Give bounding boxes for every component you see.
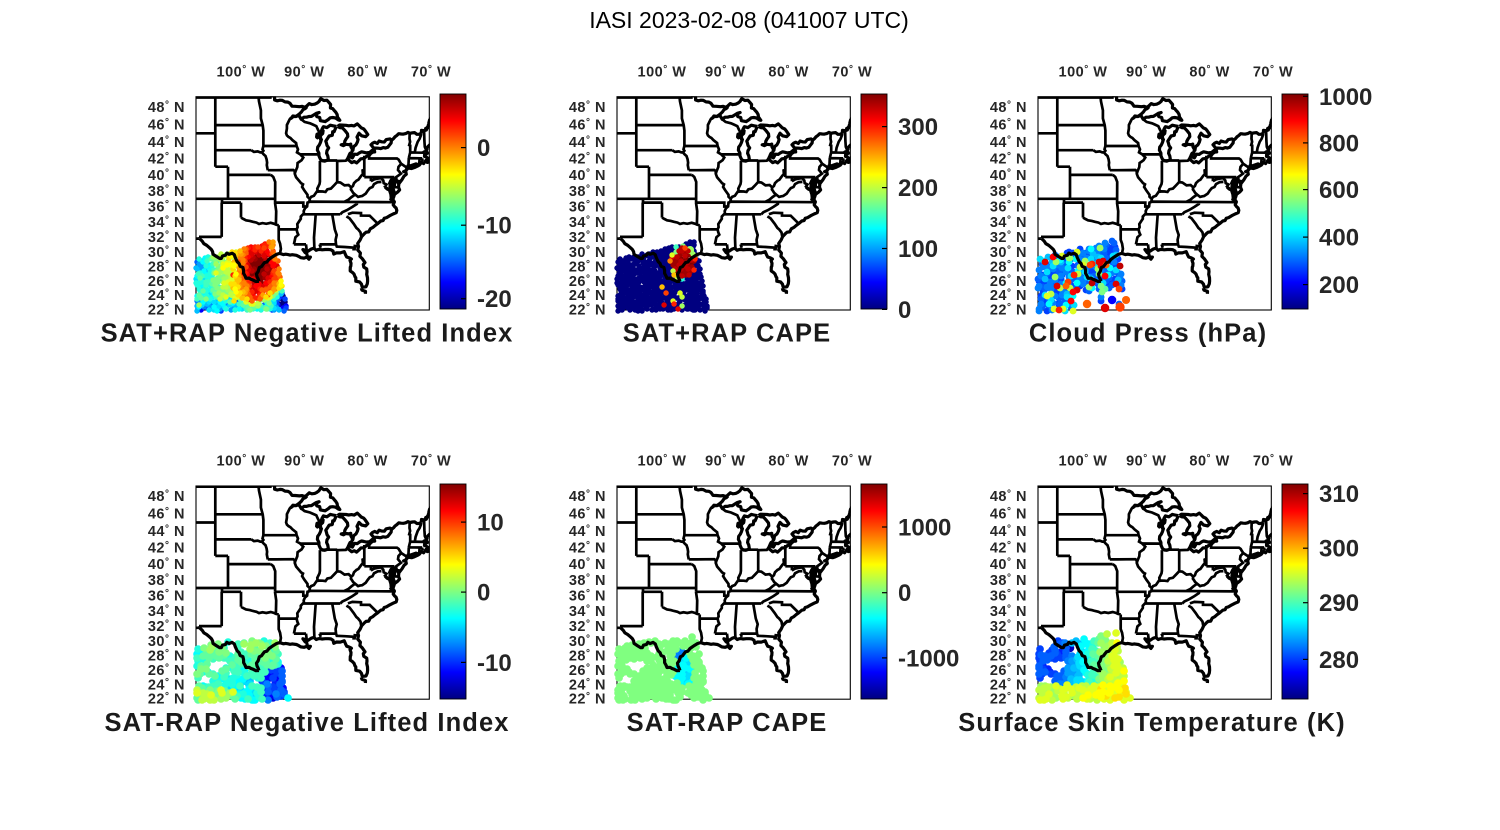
svg-text:200: 200 — [1319, 272, 1359, 299]
svg-text:400: 400 — [1319, 225, 1359, 252]
svg-text:-10: -10 — [477, 650, 512, 677]
svg-text:100: 100 — [898, 236, 938, 263]
svg-text:200: 200 — [898, 175, 938, 202]
svg-text:280: 280 — [1319, 647, 1359, 674]
svg-text:600: 600 — [1319, 177, 1359, 204]
svg-text:0: 0 — [898, 297, 911, 324]
svg-text:310: 310 — [1319, 481, 1359, 508]
svg-text:-1000: -1000 — [898, 645, 959, 672]
svg-text:10: 10 — [477, 510, 504, 537]
svg-text:SAT+RAP Negative Lifted Index: SAT+RAP Negative Lifted Index — [101, 320, 514, 348]
svg-text:1000: 1000 — [1319, 84, 1372, 111]
svg-text:0: 0 — [477, 580, 490, 607]
svg-text:IASI 2023-02-08 (041007 UTC): IASI 2023-02-08 (041007 UTC) — [589, 7, 909, 33]
svg-text:Cloud Press (hPa): Cloud Press (hPa) — [1029, 320, 1267, 348]
svg-text:300: 300 — [898, 114, 938, 141]
svg-text:290: 290 — [1319, 590, 1359, 617]
svg-text:1000: 1000 — [898, 515, 951, 542]
svg-text:SAT-RAP Negative Lifted Index: SAT-RAP Negative Lifted Index — [104, 709, 509, 737]
svg-text:-10: -10 — [477, 213, 512, 240]
svg-text:-20: -20 — [477, 286, 512, 313]
svg-text:Surface Skin Temperature (K): Surface Skin Temperature (K) — [958, 709, 1345, 737]
svg-text:0: 0 — [477, 135, 490, 162]
svg-text:300: 300 — [1319, 536, 1359, 563]
svg-text:SAT+RAP CAPE: SAT+RAP CAPE — [623, 320, 832, 348]
svg-text:800: 800 — [1319, 130, 1359, 157]
svg-text:SAT-RAP CAPE: SAT-RAP CAPE — [627, 709, 828, 737]
svg-text:0: 0 — [898, 580, 911, 607]
